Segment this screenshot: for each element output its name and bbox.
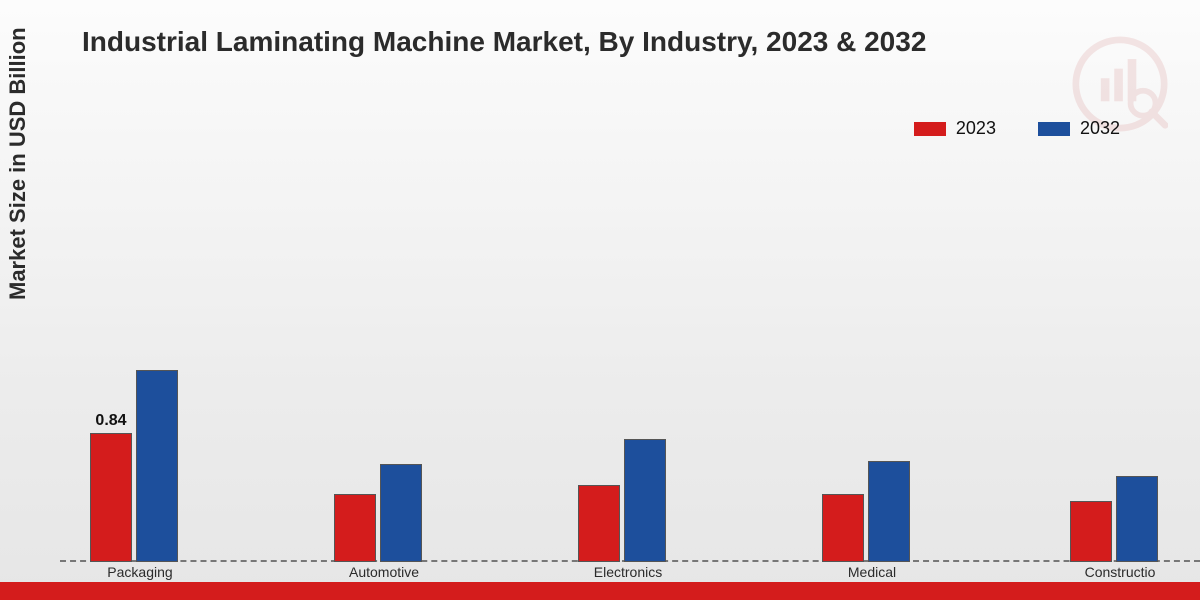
bar-2032 [624,439,666,562]
category-label: Constructio [1085,564,1156,580]
bar-2032 [868,461,910,562]
category-label: Automotive [349,564,419,580]
plot-area: 0.84 Packaging Automotive Electronics Medica… [60,70,1200,580]
y-axis-label: Market Size in USD Billion [5,27,31,300]
bar-2032 [380,464,422,562]
bar-2032 [1116,476,1158,562]
bar-2023 [1070,501,1112,563]
chart-title: Industrial Laminating Machine Market, By… [82,26,926,58]
bar-2023: 0.84 [90,433,132,562]
bar-2023 [334,494,376,562]
bar-2023 [822,494,864,562]
category-label: Packaging [107,564,172,580]
category-label: Medical [848,564,896,580]
data-label: 0.84 [95,412,126,430]
bar-2023 [578,485,620,562]
bar-2032 [136,370,178,562]
bottom-band [0,582,1200,600]
category-label: Electronics [594,564,662,580]
